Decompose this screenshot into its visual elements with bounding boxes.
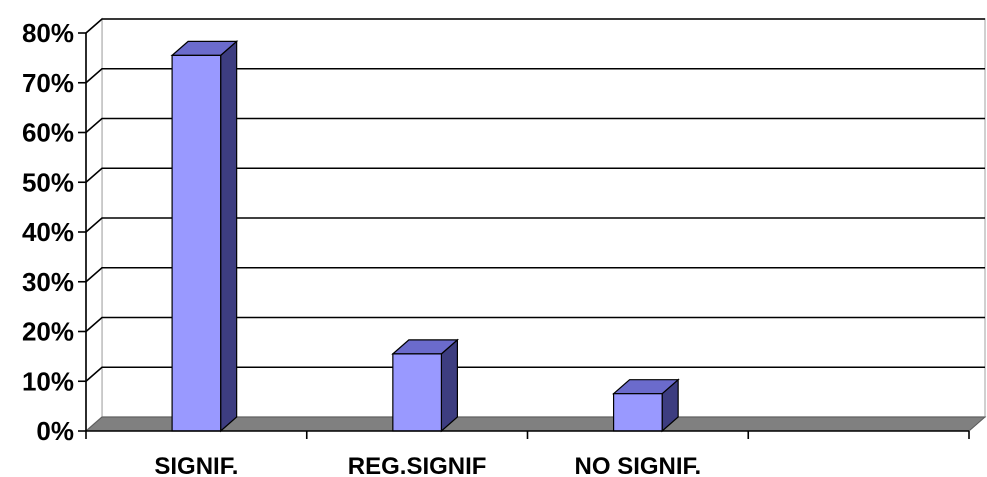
y-tick-label: 20% (22, 317, 74, 347)
bar-front-face (171, 54, 222, 432)
bar-front-face (612, 393, 663, 432)
x-category-label: REG.SIGNIF (348, 453, 487, 477)
bar-side-face (440, 338, 459, 433)
gridline (85, 18, 985, 34)
y-tick-label: 60% (22, 118, 74, 148)
y-tick-label: 70% (22, 68, 74, 98)
x-category-label: SIGNIF. (154, 453, 238, 477)
gridline (85, 117, 985, 134)
y-tick-label: 10% (22, 366, 74, 396)
gridline (85, 366, 985, 382)
gridline (85, 266, 985, 283)
bar-side-face (220, 40, 238, 433)
bar-1 (170, 40, 239, 433)
y-tick-label: 30% (22, 267, 74, 297)
axes (78, 32, 970, 439)
gridline (85, 67, 985, 84)
y-tick-label: 80% (22, 18, 74, 48)
gridline (85, 217, 985, 233)
x-category-label: NO SIGNIF. (575, 453, 702, 477)
bar-front-face (392, 353, 443, 432)
y-axis-tick-labels: 0% 10% 20% 30% 40% 50% 60% 70% 80% (22, 18, 74, 446)
bars (170, 40, 680, 433)
gridline (85, 167, 985, 183)
y-tick-label: 50% (22, 167, 74, 197)
gridlines (85, 18, 985, 382)
x-axis-category-labels: SIGNIF. REG.SIGNIF NO SIGNIF. (154, 453, 701, 477)
bar-2 (391, 338, 460, 433)
bar-3 (611, 378, 680, 433)
gridline (85, 316, 985, 333)
y-tick-label: 0% (36, 416, 74, 446)
y-tick-label: 40% (22, 217, 74, 247)
